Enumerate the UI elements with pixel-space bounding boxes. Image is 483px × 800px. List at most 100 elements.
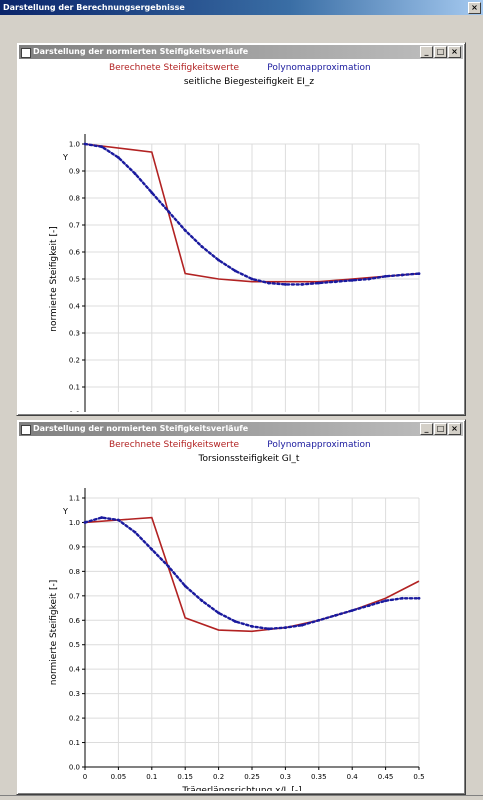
y-tick-label: 0.4 xyxy=(69,666,81,674)
x-tick-label: 0.5 xyxy=(413,773,424,781)
y-tick-label: 0.7 xyxy=(69,222,80,230)
y-tick-label: 0.1 xyxy=(69,384,80,392)
data-point-polynomial xyxy=(367,277,371,281)
data-point-polynomial xyxy=(233,269,237,273)
data-point-polynomial xyxy=(133,530,137,534)
app-close-button[interactable]: × xyxy=(468,2,481,14)
y-axis-letter: Y xyxy=(62,507,68,516)
window-caption[interactable]: Darstellung der normierten Steifigkeitsv… xyxy=(19,45,463,59)
window-icon xyxy=(21,425,31,435)
status-strip xyxy=(0,795,483,800)
chart-window-bending: Darstellung der normierten Steifigkeitsv… xyxy=(16,42,466,416)
x-tick-label: 0.35 xyxy=(311,773,327,781)
chart-bending-stiffness: Berechnete Steifigkeitswerte Polynomappro… xyxy=(49,63,421,413)
y-tick-label: 0.0 xyxy=(69,764,80,772)
y-tick-label: 0.9 xyxy=(69,168,80,176)
maximize-button[interactable]: □ xyxy=(434,46,447,58)
y-tick-label: 0.7 xyxy=(69,592,80,600)
close-button[interactable]: × xyxy=(448,46,461,58)
data-point-polynomial xyxy=(250,277,254,281)
x-tick-label: 0.15 xyxy=(177,773,193,781)
data-point-polynomial xyxy=(367,604,371,607)
y-tick-label: 1.1 xyxy=(69,495,80,503)
x-tick-label: 0.3 xyxy=(280,773,291,781)
legend-label: Polynomapproximation xyxy=(267,63,370,73)
data-point-polynomial xyxy=(417,272,421,275)
data-point-polynomial xyxy=(384,274,387,278)
chart-title: Torsionssteifigkeit GI_t xyxy=(198,454,300,464)
chart-title: seitliche Biegesteifigkeit EI_z xyxy=(184,77,315,87)
window-caption-text: Darstellung der normierten Steifigkeitsv… xyxy=(33,424,249,433)
chart-window-torsion: Darstellung der normierten Steifigkeitsv… xyxy=(16,419,466,795)
data-point-polynomial xyxy=(417,596,421,600)
y-tick-label: 0.5 xyxy=(69,276,80,284)
app-titlebar: Darstellung der Berechnungsergebnisse × xyxy=(0,0,483,15)
y-tick-label: 1.0 xyxy=(69,519,80,527)
minimize-button[interactable]: _ xyxy=(420,423,433,435)
x-tick-label: 0.45 xyxy=(378,773,394,781)
y-axis-label: normierte Steifigkeit [-] xyxy=(49,580,59,685)
data-point-polynomial xyxy=(267,627,271,631)
data-point-polynomial xyxy=(284,626,287,630)
x-tick-label: 0.05 xyxy=(111,773,127,781)
data-point-polynomial xyxy=(150,547,154,551)
data-point-polynomial xyxy=(233,620,237,623)
y-tick-label: 0.4 xyxy=(69,303,81,311)
x-tick-label: 0.4 xyxy=(347,773,359,781)
window-caption[interactable]: Darstellung der normierten Steifigkeitsv… xyxy=(19,422,463,436)
data-point-polynomial xyxy=(150,191,154,195)
x-tick-label: 0.25 xyxy=(244,773,260,781)
y-tick-label: 0.6 xyxy=(69,617,81,625)
y-tick-label: 0.1 xyxy=(69,739,80,747)
data-point-polynomial xyxy=(100,145,104,149)
data-point-polynomial xyxy=(200,245,204,249)
maximize-button[interactable]: □ xyxy=(434,423,447,435)
data-point-polynomial xyxy=(317,618,321,622)
data-point-polynomial xyxy=(384,599,387,603)
y-tick-label: 0.6 xyxy=(69,249,81,257)
data-point-polynomial xyxy=(300,283,304,286)
data-point-polynomial xyxy=(284,283,287,286)
y-tick-label: 0.3 xyxy=(69,330,80,338)
data-point-polynomial xyxy=(183,229,187,232)
y-tick-label: 0.9 xyxy=(69,543,80,551)
data-point-polynomial xyxy=(317,281,321,285)
close-button[interactable]: × xyxy=(448,423,461,435)
y-tick-label: 0.2 xyxy=(69,357,80,365)
x-tick-label: 0.2 xyxy=(213,773,224,781)
data-point-polynomial xyxy=(350,609,354,612)
data-point-polynomial xyxy=(400,596,404,600)
legend-label: Polynomapproximation xyxy=(267,440,370,450)
window-icon xyxy=(21,48,31,58)
data-point-polynomial xyxy=(167,210,170,213)
y-axis-label: normierte Steifigkeit [-] xyxy=(49,226,59,331)
minimize-button[interactable]: _ xyxy=(420,46,433,58)
data-point-polynomial xyxy=(83,521,87,524)
chart-torsion-stiffness: Berechnete Steifigkeitswerte Polynomappro… xyxy=(49,440,425,791)
data-point-polynomial xyxy=(117,518,120,522)
y-tick-label: 0.8 xyxy=(69,195,80,203)
data-point-polynomial xyxy=(400,273,404,277)
data-point-polynomial xyxy=(217,258,221,262)
data-point-polynomial xyxy=(167,565,170,568)
data-point-polynomial xyxy=(83,142,87,146)
data-point-polynomial xyxy=(217,611,221,615)
data-point-polynomial xyxy=(200,599,204,603)
y-tick-label: 0.5 xyxy=(69,641,80,649)
app-title: Darstellung der Berechnungsergebnisse xyxy=(3,3,185,12)
y-tick-label: 0.2 xyxy=(69,715,80,723)
data-point-polynomial xyxy=(133,172,137,176)
data-point-polynomial xyxy=(183,584,187,588)
y-tick-label: 0.0 xyxy=(69,411,80,413)
x-axis-label: Trägerlängsrichtung x/L [-] xyxy=(181,786,301,791)
data-point-polynomial xyxy=(334,613,337,617)
y-tick-label: 1.0 xyxy=(69,141,80,149)
data-point-polynomial xyxy=(250,624,254,628)
y-axis-letter: Y xyxy=(62,153,68,162)
x-tick-label: 0.1 xyxy=(146,773,157,781)
data-point-polynomial xyxy=(334,280,337,284)
window-caption-text: Darstellung der normierten Steifigkeitsv… xyxy=(33,47,249,56)
legend-label: Berechnete Steifigkeitswerte xyxy=(109,63,240,73)
data-point-polynomial xyxy=(350,278,354,282)
legend-label: Berechnete Steifigkeitswerte xyxy=(109,440,240,450)
